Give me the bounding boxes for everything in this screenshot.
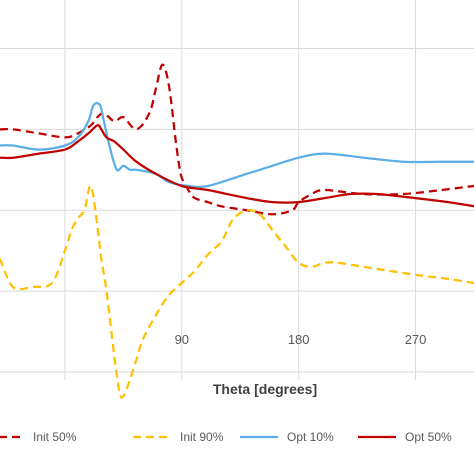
x-axis-title: Theta [degrees] — [213, 381, 317, 397]
legend-label-init-50: Init 50% — [33, 430, 77, 444]
legend-label-opt-50: Opt 50% — [405, 430, 452, 444]
x-tick-label-2: 270 — [405, 332, 427, 347]
x-tick-label-0: 90 — [175, 332, 189, 347]
x-tick-labels: 90 180 270 — [175, 332, 427, 347]
gridlines — [0, 0, 474, 380]
series-lines — [0, 63, 474, 399]
legend-label-init-90: Init 90% — [180, 430, 224, 444]
legend-label-opt-10: Opt 10% — [287, 430, 334, 444]
legend: Init 50% Init 90% Opt 10% Opt 50% — [0, 430, 452, 444]
series-line-init-90 — [0, 184, 474, 399]
x-tick-label-1: 180 — [288, 332, 310, 347]
series-line-init-50 — [0, 63, 474, 216]
series-line-opt-10 — [0, 101, 474, 189]
series-line-opt-50 — [0, 124, 474, 208]
